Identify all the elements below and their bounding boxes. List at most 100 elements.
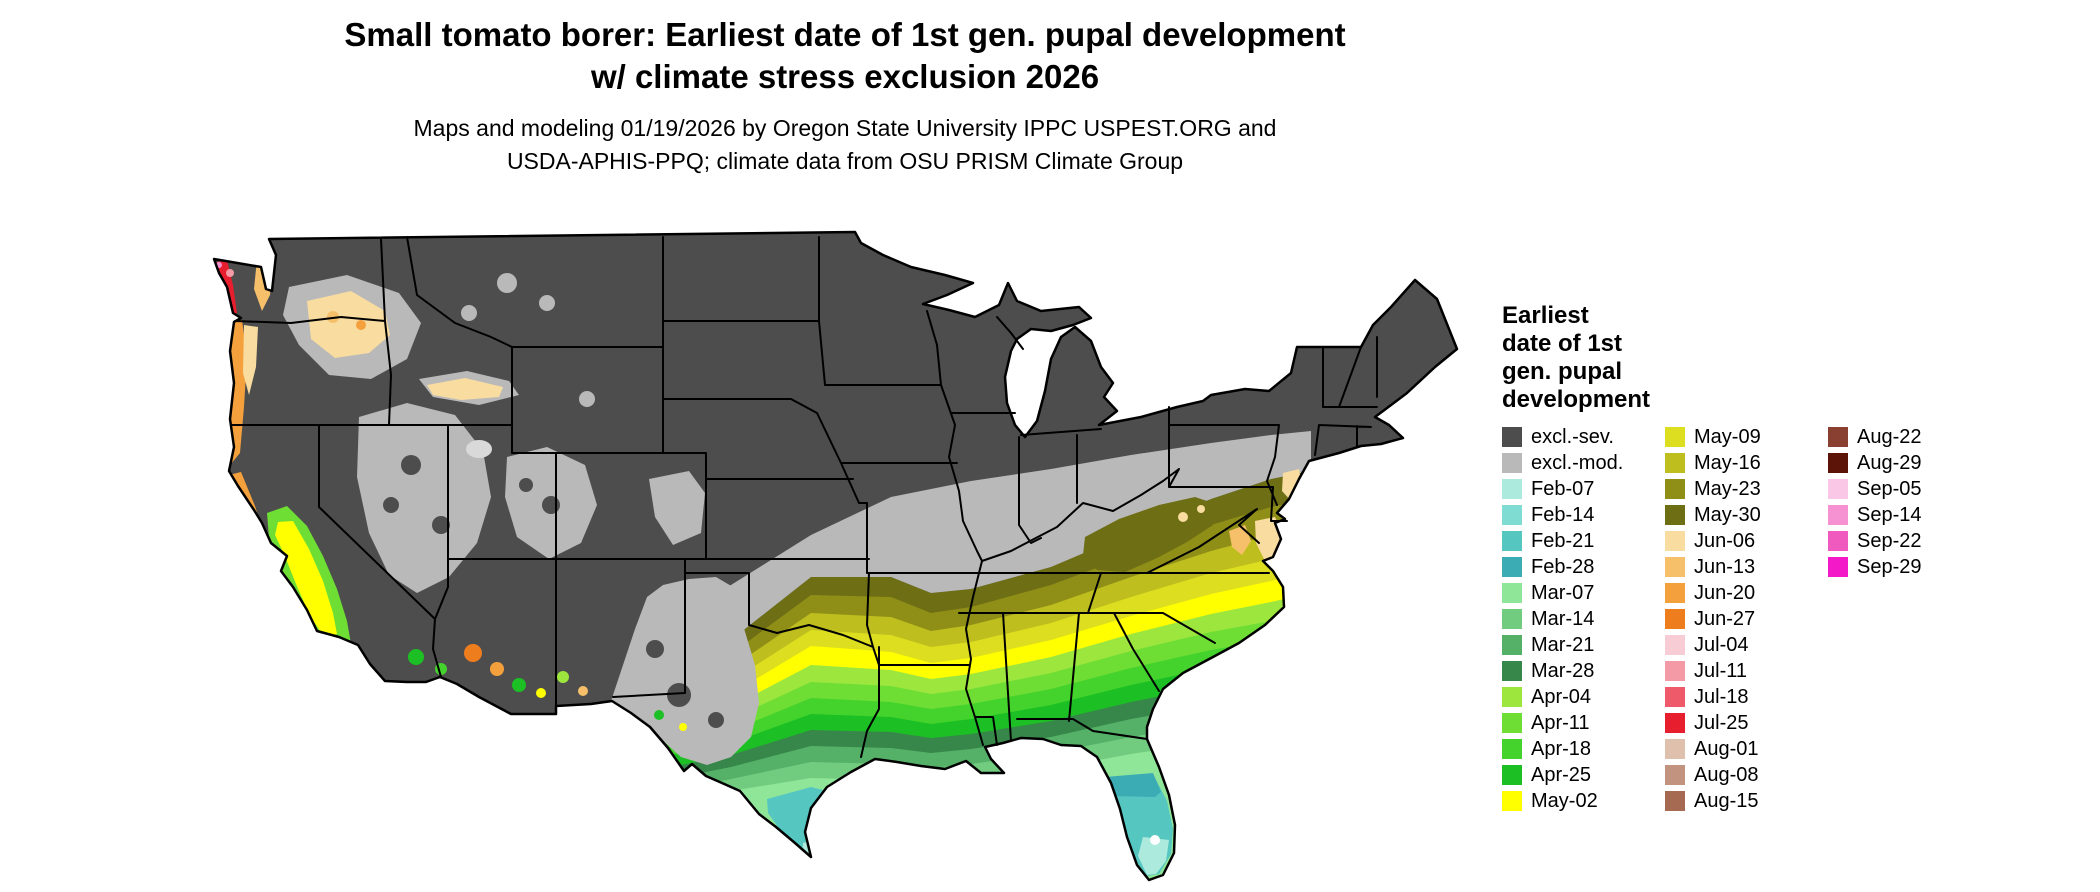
legend-label: Jul-18 xyxy=(1694,686,1749,708)
legend-item: May-23 xyxy=(1665,479,1828,499)
legend-label: Apr-25 xyxy=(1531,764,1592,786)
legend-label: Jun-06 xyxy=(1694,530,1756,552)
legend-item: Aug-29 xyxy=(1828,453,1922,473)
legend-item: excl.-sev. xyxy=(1502,427,1665,447)
legend-item: Jul-04 xyxy=(1665,635,1828,655)
legend-item: Feb-14 xyxy=(1502,505,1665,525)
legend-label: May-02 xyxy=(1531,790,1598,812)
legend-label: Aug-22 xyxy=(1857,426,1922,448)
map-region-florida-feb xyxy=(1105,773,1173,876)
legend-item: May-09 xyxy=(1665,427,1828,447)
legend-swatch xyxy=(1502,739,1522,759)
legend-label: Jun-27 xyxy=(1694,608,1756,630)
legend-swatch xyxy=(1502,609,1522,629)
legend-swatch xyxy=(1828,479,1848,499)
legend-label: Mar-21 xyxy=(1531,634,1595,656)
legend-item: Jul-18 xyxy=(1665,687,1828,707)
subtitle-line1: Maps and modeling 01/19/2026 by Oregon S… xyxy=(413,115,1277,141)
header: Small tomato borer: Earliest date of 1st… xyxy=(0,14,1690,178)
legend-swatch xyxy=(1502,531,1522,551)
legend-title-line3: gen. pupal xyxy=(1502,358,1622,385)
legend-item: Apr-04 xyxy=(1502,687,1665,707)
legend-label: Jul-11 xyxy=(1694,660,1747,682)
legend-swatch xyxy=(1502,453,1522,473)
legend-label: Mar-14 xyxy=(1531,608,1595,630)
legend-swatch xyxy=(1502,479,1522,499)
legend-column-2: May-09 May-16 May-23 May-30 Jun-06 Jun-1… xyxy=(1665,427,1828,817)
legend-item: Mar-07 xyxy=(1502,583,1665,603)
legend-swatch xyxy=(1665,557,1685,577)
legend-label: Sep-14 xyxy=(1857,504,1922,526)
legend-label: Apr-18 xyxy=(1531,738,1592,760)
legend-label: Feb-21 xyxy=(1531,530,1595,552)
legend-column-3: Aug-22 Aug-29 Sep-05 Sep-14 Sep-22 Sep-2… xyxy=(1828,427,1922,817)
legend-label: Feb-07 xyxy=(1531,478,1595,500)
legend-swatch xyxy=(1828,557,1848,577)
legend-swatch xyxy=(1502,635,1522,655)
legend-swatch xyxy=(1665,791,1685,811)
legend-item: Feb-21 xyxy=(1502,531,1665,551)
page-title-line2: w/ climate stress exclusion 2026 xyxy=(590,58,1100,95)
legend-column-1: excl.-sev. excl.-mod. Feb-07 Feb-14 Feb-… xyxy=(1502,427,1665,817)
legend-item: Jun-20 xyxy=(1665,583,1828,603)
legend-label: Apr-04 xyxy=(1531,686,1592,708)
legend-item: Mar-14 xyxy=(1502,609,1665,629)
legend-label: excl.-sev. xyxy=(1531,426,1614,448)
legend-label: Jun-13 xyxy=(1694,556,1756,578)
legend-label: May-30 xyxy=(1694,504,1761,526)
subtitle: Maps and modeling 01/19/2026 by Oregon S… xyxy=(0,112,1690,178)
subtitle-line2: USDA-APHIS-PPQ; climate data from OSU PR… xyxy=(506,148,1184,174)
legend-item: Aug-22 xyxy=(1828,427,1922,447)
legend-swatch xyxy=(1828,427,1848,447)
legend-label: Aug-15 xyxy=(1694,790,1759,812)
legend-swatch xyxy=(1665,687,1685,707)
legend-swatch xyxy=(1502,557,1522,577)
legend-item: Jul-11 xyxy=(1665,661,1828,681)
page-title-line1: Small tomato borer: Earliest date of 1st… xyxy=(344,16,1346,53)
legend-item: Sep-14 xyxy=(1828,505,1922,525)
legend-title-line4: development xyxy=(1502,386,1651,413)
legend-label: Jul-04 xyxy=(1694,634,1749,656)
legend-label: Mar-07 xyxy=(1531,582,1595,604)
legend-item: Sep-05 xyxy=(1828,479,1922,499)
legend-columns: excl.-sev. excl.-mod. Feb-07 Feb-14 Feb-… xyxy=(1502,427,2082,817)
legend-swatch xyxy=(1665,609,1685,629)
legend-item: Jun-13 xyxy=(1665,557,1828,577)
legend-swatch xyxy=(1665,427,1685,447)
legend-label: Sep-05 xyxy=(1857,478,1922,500)
legend-item: Jul-25 xyxy=(1665,713,1828,733)
legend-item: Apr-25 xyxy=(1502,765,1665,785)
legend-swatch xyxy=(1665,583,1685,603)
legend-item: Sep-22 xyxy=(1828,531,1922,551)
legend-swatch xyxy=(1502,505,1522,525)
legend-label: Sep-29 xyxy=(1857,556,1922,578)
legend-swatch xyxy=(1665,739,1685,759)
us-map-svg xyxy=(212,230,1459,882)
legend-swatch xyxy=(1665,765,1685,785)
legend-swatch xyxy=(1665,453,1685,473)
legend-swatch xyxy=(1828,531,1848,551)
legend-swatch xyxy=(1665,661,1685,681)
legend-swatch xyxy=(1502,791,1522,811)
legend-label: Feb-28 xyxy=(1531,556,1595,578)
map-region-appalachians xyxy=(1083,497,1219,572)
legend-label: Sep-22 xyxy=(1857,530,1922,552)
legend-label: May-09 xyxy=(1694,426,1761,448)
legend-label: May-23 xyxy=(1694,478,1761,500)
legend-item: Apr-11 xyxy=(1502,713,1665,733)
legend-label: Aug-29 xyxy=(1857,452,1922,474)
legend-label: Aug-01 xyxy=(1694,738,1759,760)
legend-swatch xyxy=(1502,713,1522,733)
great-salt-lake xyxy=(466,440,492,458)
legend-item: Mar-28 xyxy=(1502,661,1665,681)
legend: Earliest date of 1st gen. pupal developm… xyxy=(1502,302,2082,817)
lake-okeechobee xyxy=(1150,835,1160,845)
conus-map xyxy=(210,225,1472,892)
legend-swatch xyxy=(1665,635,1685,655)
legend-swatch xyxy=(1502,427,1522,447)
legend-title: Earliest date of 1st gen. pupal developm… xyxy=(1502,302,2082,414)
legend-swatch xyxy=(1828,505,1848,525)
legend-swatch xyxy=(1502,661,1522,681)
legend-item: Jun-27 xyxy=(1665,609,1828,629)
legend-label: Mar-28 xyxy=(1531,660,1595,682)
